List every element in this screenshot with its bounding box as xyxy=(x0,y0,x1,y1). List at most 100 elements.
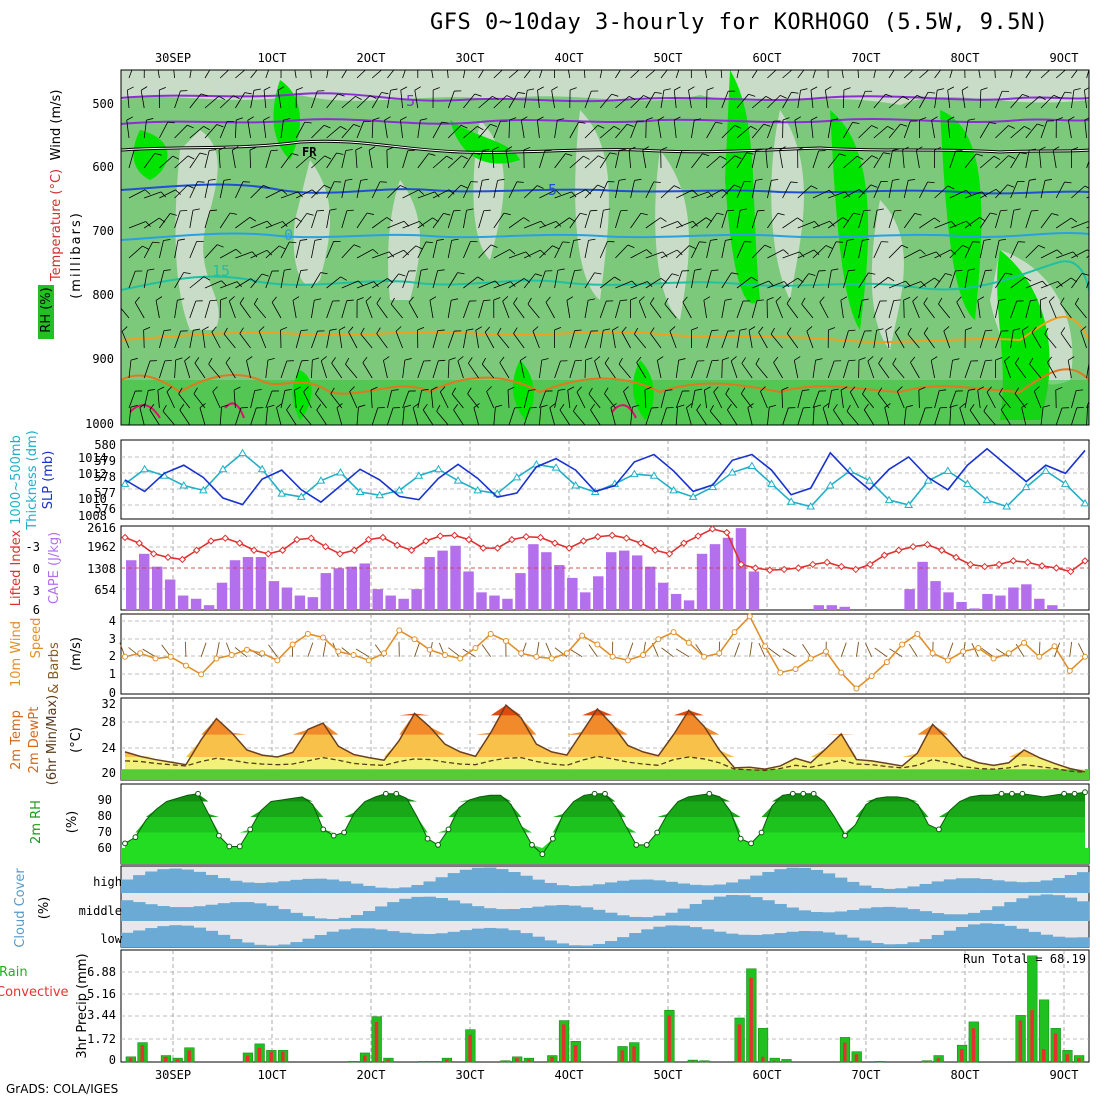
wind-barb-flag xyxy=(497,178,505,181)
wind-barb xyxy=(615,123,628,139)
cloud-bar xyxy=(968,912,981,921)
cloud-bar xyxy=(713,931,727,947)
wind-barb xyxy=(447,330,455,349)
precip-tick: 0 xyxy=(109,1053,116,1067)
wind-barb-flag xyxy=(647,281,653,288)
cloud-bar xyxy=(1076,901,1090,921)
cloud-bar xyxy=(750,934,763,947)
wind-barb-flag xyxy=(990,212,998,215)
wind-barb-flag xyxy=(861,298,869,301)
wind-barb xyxy=(781,389,783,409)
wind-barb xyxy=(584,300,589,319)
wind-barb-flag xyxy=(715,121,723,124)
wind-barb-flag xyxy=(373,281,379,288)
cloud-bar xyxy=(931,881,945,893)
wind-barb xyxy=(782,217,798,229)
rh-point xyxy=(602,790,608,797)
upper-air-panel: 5 FR 5 0 15 500 600 700 800 900 1000 (mi… xyxy=(38,63,1090,431)
wind-barb xyxy=(1033,391,1042,409)
cloud-bar xyxy=(677,883,690,893)
wind-barb-flag xyxy=(815,358,823,361)
wind-barb-flag xyxy=(965,189,972,196)
cloud-bar xyxy=(774,869,787,893)
wind-barb xyxy=(812,407,815,425)
wind-barb xyxy=(166,391,175,409)
cloud-bar xyxy=(205,904,219,921)
wind-barb-flag xyxy=(246,356,253,361)
wind-barb-flag xyxy=(588,387,593,395)
wind-barb xyxy=(250,70,258,79)
wind-barb-flag xyxy=(495,404,503,408)
wind-barb xyxy=(453,409,464,425)
wind-barb xyxy=(706,330,712,349)
cloud-bar xyxy=(617,937,630,947)
wind-barb-flag xyxy=(482,148,490,151)
surface-wind-barb xyxy=(1069,641,1073,657)
wind-barb-flag xyxy=(876,208,884,211)
slp-line xyxy=(124,447,1086,506)
wind-barb xyxy=(656,360,662,379)
wind-barb xyxy=(292,300,297,319)
wind-barb xyxy=(569,213,581,229)
wind-barb xyxy=(447,300,452,319)
wind-barb xyxy=(568,70,571,79)
rh-legend-swatch xyxy=(38,285,54,339)
cape-bar xyxy=(359,563,370,610)
wind-barb xyxy=(295,121,306,139)
wind-barb-flag xyxy=(488,63,495,64)
rh-point xyxy=(1009,790,1015,797)
wind-barb-flag xyxy=(555,221,562,227)
wind-barb-flag xyxy=(390,297,395,305)
wind-barb xyxy=(499,362,510,379)
wind-barb-flag xyxy=(877,387,883,394)
wind-barb-flag xyxy=(642,146,649,151)
wind-barb xyxy=(956,301,966,319)
wind-barb xyxy=(519,360,525,379)
wind-barb xyxy=(128,70,133,79)
wind-barb-flag xyxy=(892,178,900,181)
wind-barb-flag xyxy=(734,184,741,188)
wind-speed-point xyxy=(472,645,479,651)
wind-barb-flag xyxy=(756,299,764,302)
wind-barb-flag xyxy=(959,403,966,409)
wind-barb xyxy=(554,270,559,289)
wind-barb xyxy=(797,273,809,289)
cloud-bar xyxy=(266,945,279,947)
wind-barb xyxy=(873,152,884,169)
wind-barb-flag xyxy=(844,191,851,198)
wind-barb-flag xyxy=(594,272,602,275)
wind-barb xyxy=(794,120,799,139)
wind-barb-flag xyxy=(794,356,801,361)
wind-barb-flag xyxy=(731,272,739,275)
cape-bar xyxy=(255,557,267,610)
wind-barb-flag xyxy=(404,358,412,361)
wind-barb-flag xyxy=(157,386,165,391)
wind-barb xyxy=(507,390,510,409)
wind-barb xyxy=(1060,303,1072,319)
wind-barb xyxy=(630,407,633,425)
top-date-label: 2OCT xyxy=(357,51,386,65)
wind-barb xyxy=(584,330,592,349)
wind-barb xyxy=(691,120,695,139)
wind-speed-point xyxy=(1021,639,1028,646)
wind-speed-point xyxy=(1066,667,1073,674)
cape-bar xyxy=(930,581,941,610)
wind-speed-point xyxy=(609,653,616,660)
cape-bar xyxy=(696,553,708,610)
wind-barb-flag xyxy=(535,64,542,66)
wind-barb-flag xyxy=(229,296,235,302)
wind-barb-flag xyxy=(678,358,686,361)
wind-barb-flag xyxy=(856,155,864,160)
wind-barb-flag xyxy=(739,328,747,331)
wind-barb-flag xyxy=(1039,96,1046,101)
wind-barb xyxy=(599,152,611,169)
wind-barb-flag xyxy=(316,404,322,411)
wind-barb-flag xyxy=(779,146,786,151)
slp-series xyxy=(120,447,1090,510)
cloud-bar xyxy=(1064,897,1078,921)
cape-bar xyxy=(281,587,293,610)
wind-barb xyxy=(356,180,362,199)
wind-barb-flag xyxy=(1034,386,1040,392)
wind-barb xyxy=(189,70,192,79)
cloud-bar xyxy=(568,886,582,893)
